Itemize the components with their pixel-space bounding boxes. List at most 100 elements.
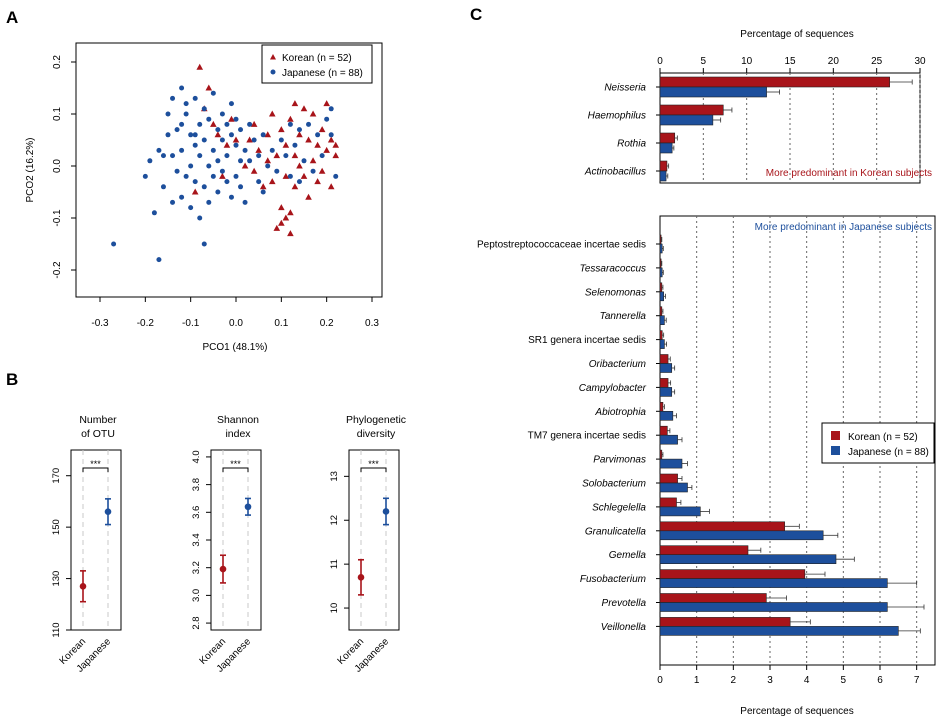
x-tick-label: 6 xyxy=(877,675,883,686)
japanese-point xyxy=(192,132,198,138)
japanese-point xyxy=(170,199,176,205)
japanese-point xyxy=(219,111,225,117)
korean-bar xyxy=(659,282,663,293)
japanese-point xyxy=(111,241,117,247)
korean-point xyxy=(268,110,276,117)
japanese-point xyxy=(278,137,284,143)
korean-point xyxy=(296,162,303,169)
korean-point xyxy=(219,172,226,179)
significance-stars: *** xyxy=(368,459,379,469)
korean-bar xyxy=(659,569,806,579)
y-tick-label: 13 xyxy=(329,471,340,482)
korean-bar xyxy=(659,473,678,484)
x-tick-label: 0 xyxy=(657,675,663,686)
subplot-frame xyxy=(348,449,400,631)
japanese-point xyxy=(228,194,234,200)
japanese-point xyxy=(183,173,189,179)
japanese-point xyxy=(174,127,180,133)
korean-bar xyxy=(659,593,767,603)
korean-point xyxy=(278,204,285,211)
y-tick-label: 3.4 xyxy=(191,533,202,546)
korean-point xyxy=(228,115,235,122)
korean-point xyxy=(296,131,303,138)
japanese-point xyxy=(201,241,207,247)
japanese-point xyxy=(192,95,198,101)
korean-point xyxy=(305,136,312,143)
x-tick-label: -0.3 xyxy=(91,318,109,329)
korean-point xyxy=(300,172,308,179)
korean-point xyxy=(278,219,285,226)
category-label: Campylobacter xyxy=(579,383,647,394)
japanese-point xyxy=(233,142,239,148)
korean-point xyxy=(323,100,330,107)
korean-point xyxy=(259,183,267,190)
japanese-point xyxy=(256,179,262,185)
japanese-point xyxy=(206,116,212,122)
y-tick-label: 170 xyxy=(51,468,62,484)
x-tick-label: 30 xyxy=(914,56,926,67)
korean-bar xyxy=(659,617,791,627)
legend-japanese-marker xyxy=(270,69,276,75)
korean-bar xyxy=(659,425,668,436)
japanese-point xyxy=(238,127,244,133)
korean-point xyxy=(327,136,335,143)
japanese-bar xyxy=(659,434,678,445)
korean-point xyxy=(264,157,272,164)
japanese-point xyxy=(247,158,253,164)
japanese-bar xyxy=(659,170,667,182)
x-tick-label: 0.2 xyxy=(320,318,334,329)
y-tick-label: 150 xyxy=(51,519,62,535)
korean-point xyxy=(291,100,299,107)
japanese-point xyxy=(142,173,148,179)
category-label: Gemella xyxy=(609,550,647,561)
y-tick-label: 10 xyxy=(329,603,340,614)
korean-point xyxy=(223,141,231,148)
japanese-point xyxy=(192,142,198,148)
korean-bar xyxy=(659,160,668,172)
significance-bracket xyxy=(82,467,109,472)
y-tick-label: -0.1 xyxy=(52,209,63,227)
korean-bar xyxy=(659,545,749,556)
japanese-point xyxy=(269,147,275,153)
korean-point xyxy=(191,188,199,195)
korean-bar xyxy=(659,132,676,144)
japanese-point xyxy=(179,121,185,127)
korean-bar xyxy=(659,497,677,508)
korean-point xyxy=(205,84,213,91)
japanese-point xyxy=(179,194,185,200)
x-tick-label: 0.3 xyxy=(365,318,379,329)
legend-box xyxy=(261,44,373,84)
japanese-point xyxy=(233,116,239,122)
category-label: Actinobacillus xyxy=(584,167,646,178)
japanese-point xyxy=(192,179,198,185)
japanese-bar xyxy=(659,86,767,98)
japanese-bar xyxy=(659,554,837,565)
y-tick-label: 4.0 xyxy=(191,450,202,463)
y-tick-label: 2.8 xyxy=(191,616,202,629)
japanese-point xyxy=(151,210,157,216)
y-tick-label: 3.0 xyxy=(191,589,202,602)
category-label: Fusobacterium xyxy=(580,574,646,585)
korean-bar xyxy=(659,104,724,116)
y-tick-label: 110 xyxy=(51,622,62,637)
category-label: Haemophilus xyxy=(588,111,646,122)
korean-point xyxy=(287,209,294,216)
korean-point xyxy=(210,120,217,127)
japanese-point xyxy=(287,121,293,127)
x-tick-label: 7 xyxy=(914,675,920,686)
japanese-point xyxy=(287,173,293,179)
korean-point xyxy=(332,152,340,159)
korean-point xyxy=(273,224,281,231)
japanese-bar xyxy=(659,458,683,469)
x-tick-label: 3 xyxy=(767,675,773,686)
japanese-point xyxy=(201,106,207,112)
japanese-bar xyxy=(659,114,714,126)
legend-japanese-swatch xyxy=(831,446,840,455)
panel-a-pcoa: A -0.3 -0.2 -0.1 0.0 0.1 0.2 0.3 -0.2 -0.1 0.0 0.1 0… xyxy=(6,8,383,353)
japanese-bar xyxy=(659,363,673,373)
category-label: Veillonella xyxy=(601,622,647,633)
japanese-point xyxy=(260,189,266,195)
category-label: Tessaracoccus xyxy=(580,263,646,274)
japanese-point xyxy=(328,132,334,138)
korean-point xyxy=(291,152,299,159)
